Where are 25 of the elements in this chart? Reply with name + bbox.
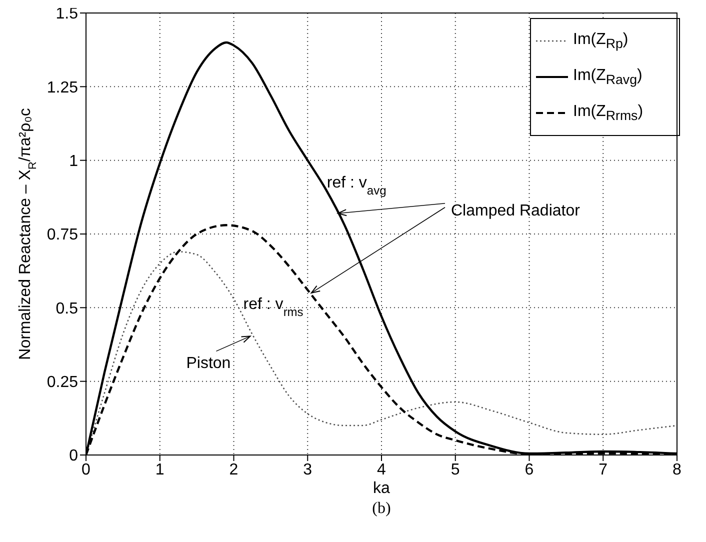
annotation: ref : v$_{rms}$: [243, 296, 304, 319]
annotation: ref : v$_{avg}$: [326, 174, 386, 198]
y-tick-label: 0.5: [56, 300, 78, 318]
y-tick-label: 1.25: [46, 79, 78, 96]
annotation: Piston: [186, 355, 231, 372]
y-tick-label: 0: [69, 448, 78, 465]
y-tick-label: 0.25: [46, 374, 78, 392]
x-axis-title: ka: [373, 480, 390, 497]
y-tick-label: 1.5: [56, 6, 78, 23]
x-tick-label: 1: [155, 461, 164, 478]
x-tick-label: 5: [450, 461, 460, 478]
x-tick-label: 8: [672, 461, 682, 478]
x-tick-label: 3: [303, 461, 312, 478]
x-tick-label: 0: [82, 461, 91, 478]
legend-label: Im(Z$_{Rrms}$): [573, 102, 644, 124]
x-tick-label: 2: [229, 461, 238, 478]
x-tick-label: 6: [524, 461, 534, 478]
text: (b): [371, 500, 392, 518]
legend-label: Im(Z$_{Rp}$): [573, 30, 628, 52]
x-tick-label: 7: [598, 461, 608, 478]
legend-label: Im(Z$_{Ravg}$): [573, 66, 642, 88]
y-tick-label: 0.75: [46, 226, 78, 244]
annotation: Clamped Radiator: [451, 202, 581, 220]
y-tick-label: 1: [69, 153, 78, 170]
x-tick-label: 4: [377, 461, 386, 478]
